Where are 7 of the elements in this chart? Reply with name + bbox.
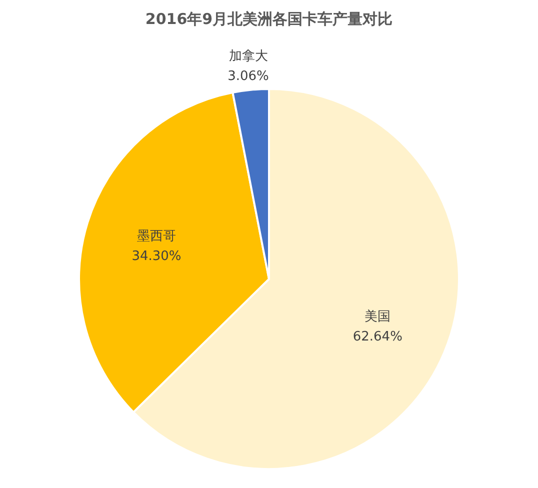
chart-title: 2016年9月北美洲各国卡车产量对比 (145, 10, 393, 28)
slice-label: 美国 (364, 308, 391, 325)
slice-label: 加拿大 (228, 48, 268, 64)
data-label: 3.06% (228, 68, 269, 84)
data-label: 34.30% (132, 249, 182, 264)
slice-label: 墨西哥 (136, 229, 176, 244)
data-label: 62.64% (352, 330, 402, 345)
